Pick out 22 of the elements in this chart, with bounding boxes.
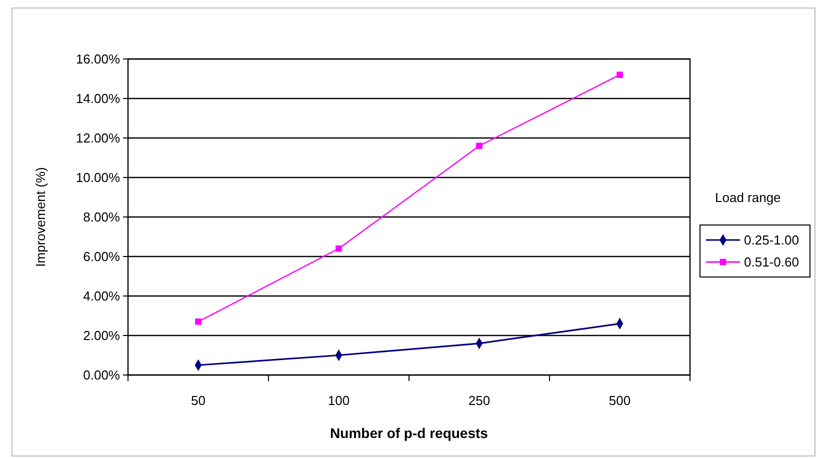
x-tick-label: 50 xyxy=(191,393,206,408)
y-tick-label: 4.00% xyxy=(83,288,120,304)
y-tick-label: 6.00% xyxy=(83,249,120,264)
legend-label: 0.51-0.60 xyxy=(744,254,799,270)
y-tick-label: 8.00% xyxy=(83,210,120,225)
y-tick-label: 12.00% xyxy=(76,130,120,146)
legend-title: Load range xyxy=(715,190,781,205)
point xyxy=(195,318,202,325)
y-tick-label: 16.00% xyxy=(76,52,120,67)
x-tick-label: 250 xyxy=(468,393,490,408)
y-tick-label: 10.00% xyxy=(76,170,120,186)
y-tick-label: 0.00% xyxy=(83,368,120,383)
y-tick-label: 2.00% xyxy=(83,328,120,344)
point xyxy=(616,72,623,78)
x-tick-label: 100 xyxy=(328,393,350,408)
x-tick-label: 500 xyxy=(608,393,631,408)
x-axis-title: Number of p-d requests xyxy=(330,425,488,441)
y-axis-title: Improvement (%) xyxy=(33,167,48,267)
y-tick-label: 14.00% xyxy=(76,91,120,106)
legend-label: 0.25-1.00 xyxy=(744,232,799,248)
point xyxy=(476,142,482,150)
point xyxy=(336,245,342,252)
